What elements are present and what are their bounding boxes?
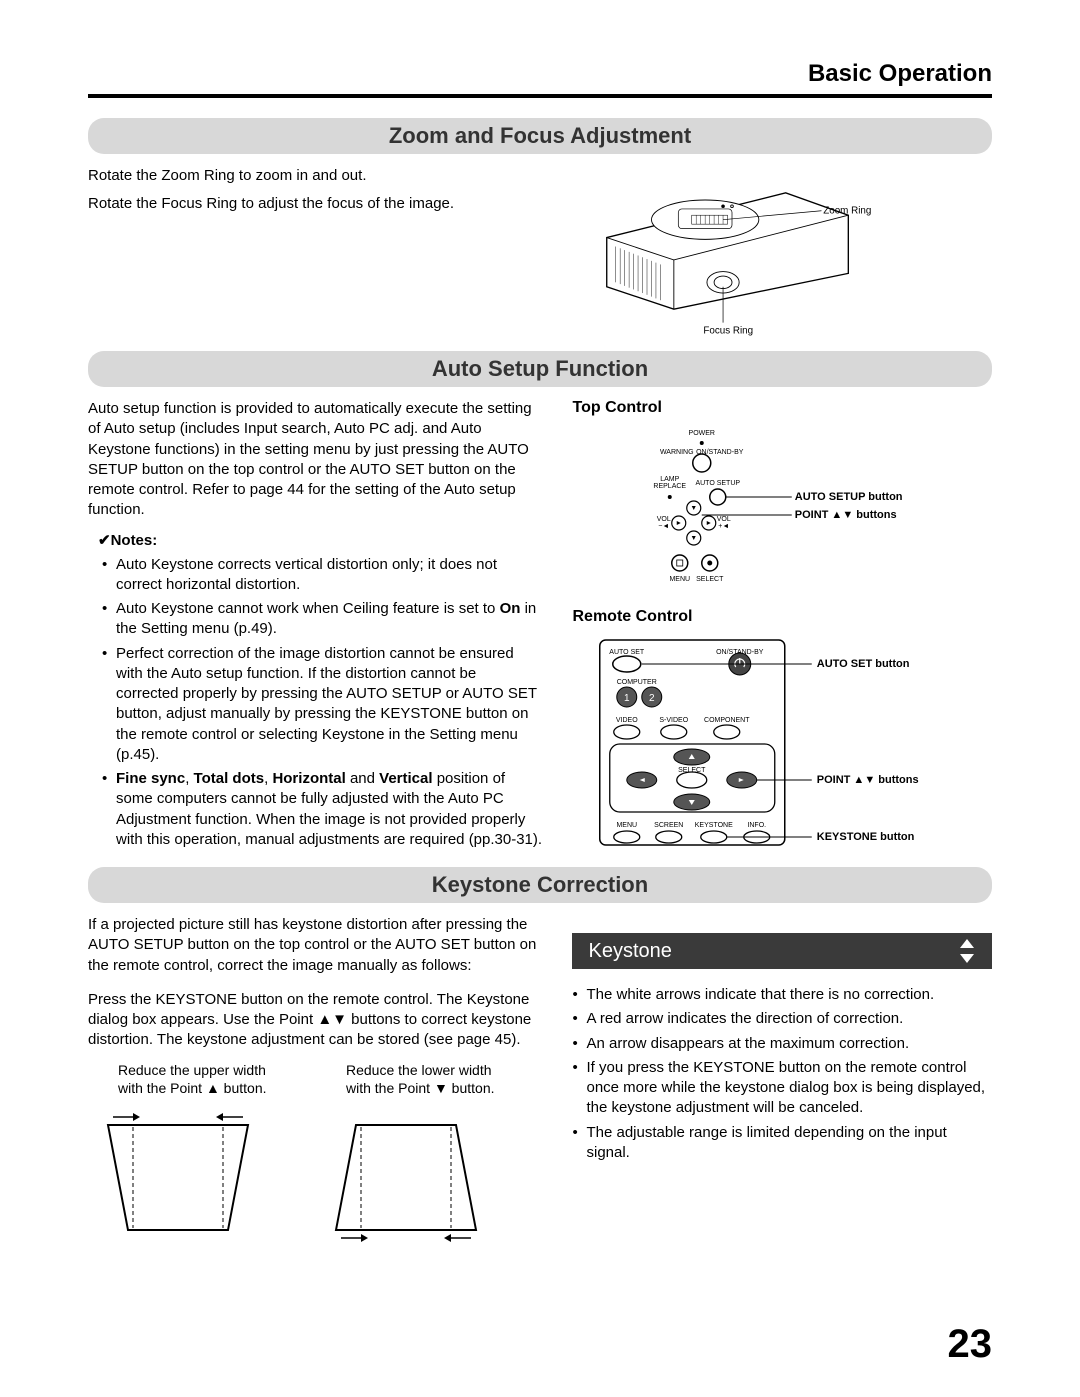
svg-text:COMPONENT: COMPONENT xyxy=(704,717,750,724)
svg-text:INFO.: INFO. xyxy=(748,822,767,829)
note-item: Auto Keystone cannot work when Ceiling f… xyxy=(116,599,542,640)
zoom-ring-label: Zoom Ring xyxy=(824,205,872,216)
svg-text:VIDEO: VIDEO xyxy=(616,717,638,724)
svg-text:REPLACE: REPLACE xyxy=(654,483,687,490)
upper-caption: Reduce the upper width with the Point ▲ … xyxy=(88,1061,288,1097)
section-heading-keystone: Keystone Correction xyxy=(88,867,992,903)
svg-text:AUTO SETUP: AUTO SETUP xyxy=(696,480,741,487)
projector-illustration: Zoom Ring Focus Ring xyxy=(572,166,892,336)
bullet-item: A red arrow indicates the direction of c… xyxy=(586,1009,992,1029)
svg-text:KEYSTONE: KEYSTONE xyxy=(695,822,733,829)
svg-text:+◄: +◄ xyxy=(719,523,730,530)
lower-caption: Reduce the lower width with the Point ▼ … xyxy=(316,1061,516,1097)
section-heading-auto: Auto Setup Function xyxy=(88,351,992,387)
auto-setup-label: AUTO SETUP button xyxy=(795,491,903,503)
auto-set-label: AUTO SET button xyxy=(817,658,910,670)
auto-intro: Auto setup function is provided to autom… xyxy=(88,399,542,521)
top-control-title: Top Control xyxy=(572,399,992,417)
notes-label: ✔Notes: xyxy=(98,531,542,549)
keystone-bar-label: Keystone xyxy=(588,940,671,963)
notes-list: Auto Keystone corrects vertical distorti… xyxy=(88,555,542,851)
focus-ring-label: Focus Ring xyxy=(704,325,754,336)
svg-text:POWER: POWER xyxy=(689,430,715,437)
keystone-p2: Press the KEYSTONE button on the remote … xyxy=(88,990,542,1051)
svg-text:2: 2 xyxy=(649,693,655,704)
svg-text:SELECT: SELECT xyxy=(697,576,725,583)
page-number: 23 xyxy=(948,1322,993,1367)
keystone-bullets: The white arrows indicate that there is … xyxy=(572,985,992,1163)
bullet-item: An arrow disappears at the maximum corre… xyxy=(586,1034,992,1054)
bullet-item: The adjustable range is limited dependin… xyxy=(586,1123,992,1164)
svg-text:VOL: VOL xyxy=(657,516,671,523)
remote-control-diagram: AUTO SET ON/STAND-BY COMPUTER 1 2 VIDEO … xyxy=(572,632,992,857)
svg-text:WARNING: WARNING xyxy=(660,449,694,456)
note-item: Fine sync, Total dots, Horizontal and Ve… xyxy=(116,769,542,850)
trapezoid-lower-icon xyxy=(316,1105,496,1245)
keystone-label: KEYSTONE button xyxy=(817,831,915,843)
note-item: Perfect correction of the image distorti… xyxy=(116,644,542,766)
zoom-text-1: Rotate the Zoom Ring to zoom in and out. xyxy=(88,166,542,186)
svg-text:VOL: VOL xyxy=(717,516,731,523)
svg-text:−◄: −◄ xyxy=(659,523,670,530)
updown-arrow-icon xyxy=(958,939,976,963)
svg-text:COMPUTER: COMPUTER xyxy=(617,679,657,686)
bullet-item: If you press the KEYSTONE button on the … xyxy=(586,1058,992,1119)
svg-text:1: 1 xyxy=(624,693,630,704)
header-rule xyxy=(88,94,992,98)
page-header: Basic Operation xyxy=(88,60,992,94)
point-buttons-label: POINT ▲▼ buttons xyxy=(795,509,897,521)
svg-text:SELECT: SELECT xyxy=(679,767,707,774)
top-control-diagram: POWER WARNING ON/STAND-BY LAMP REPLACE A… xyxy=(572,423,992,608)
keystone-dialog-bar: Keystone xyxy=(572,933,992,969)
svg-text:AUTO SET: AUTO SET xyxy=(610,649,646,656)
section-heading-zoom: Zoom and Focus Adjustment xyxy=(88,118,992,154)
svg-text:MENU: MENU xyxy=(670,576,691,583)
trapezoid-upper-icon xyxy=(88,1105,268,1245)
svg-text:ON/STAND-BY: ON/STAND-BY xyxy=(697,449,745,456)
svg-text:MENU: MENU xyxy=(617,822,638,829)
remote-control-title: Remote Control xyxy=(572,608,992,626)
note-item: Auto Keystone corrects vertical distorti… xyxy=(116,555,542,596)
svg-text:SCREEN: SCREEN xyxy=(655,822,684,829)
zoom-text-2: Rotate the Focus Ring to adjust the focu… xyxy=(88,194,542,214)
point-label: POINT ▲▼ buttons xyxy=(817,774,919,786)
svg-text:LAMP: LAMP xyxy=(661,476,680,483)
keystone-p1: If a projected picture still has keyston… xyxy=(88,915,542,976)
svg-text:S-VIDEO: S-VIDEO xyxy=(660,717,689,724)
bullet-item: The white arrows indicate that there is … xyxy=(586,985,992,1005)
